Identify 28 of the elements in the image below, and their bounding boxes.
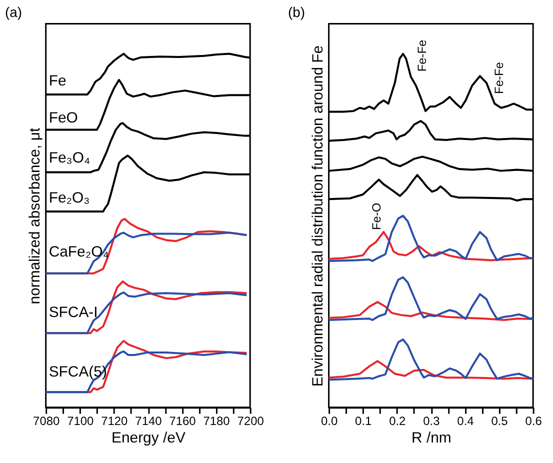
series-label: Fe	[48, 72, 66, 90]
x-tick-label: 7200	[237, 414, 264, 428]
x-tick-label: 0.5	[491, 414, 508, 428]
x-tick-label: 7160	[169, 414, 196, 428]
x-axis-title: R /nm	[412, 430, 452, 447]
x-tick-label: 7180	[203, 414, 230, 428]
x-tick-label: 0.0	[321, 414, 338, 428]
x-tick-label: 0.6	[525, 414, 542, 428]
y-axis-title: Environmental radial distribution function around Fe	[309, 45, 326, 387]
series-label: SFCA-I	[48, 304, 98, 322]
x-tick-label: 7120	[101, 414, 128, 428]
x-axis-title: Energy /eV	[112, 430, 186, 447]
chart-title: (a)	[4, 4, 22, 20]
x-tick-label: 7080	[33, 414, 60, 428]
annotation: Fe-O	[370, 202, 384, 230]
x-tick-label: 7100	[67, 414, 94, 428]
series-label: Fe₃O₄	[48, 149, 90, 166]
series-label: FeO	[48, 109, 78, 126]
annotation: Fe-Fe	[492, 62, 506, 94]
x-tick-label: 0.2	[389, 414, 406, 428]
x-tick-label: 0.3	[423, 414, 440, 428]
x-tick-label: 0.4	[457, 414, 474, 428]
series-label: Fe₂O₃	[48, 190, 90, 207]
y-axis-title: normalized absorbance, μt	[26, 127, 44, 304]
chart-title: (b)	[288, 4, 306, 20]
x-tick-label: 0.1	[355, 414, 372, 428]
annotation: Fe-Fe	[414, 39, 429, 72]
x-tick-label: 7140	[135, 414, 162, 428]
